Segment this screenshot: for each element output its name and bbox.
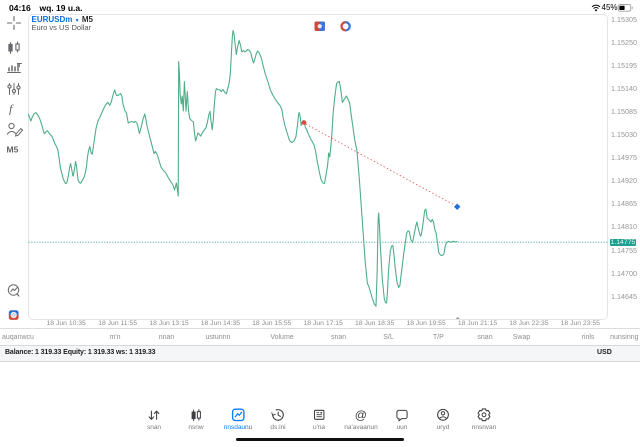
- svg-text:@: @: [355, 408, 367, 422]
- svg-text:f: f: [9, 102, 14, 116]
- svg-text:M5: M5: [7, 145, 19, 155]
